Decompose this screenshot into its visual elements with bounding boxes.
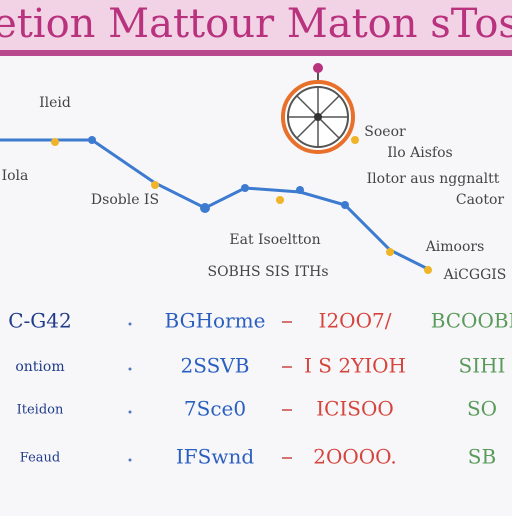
- annotation: AiCGGIS: [443, 267, 507, 283]
- row-dot: [128, 410, 132, 414]
- title: etion Mattour Maton sTos: [0, 1, 512, 47]
- annotation: Caotor: [456, 192, 505, 208]
- table-cell: BCOOBIU: [431, 309, 512, 333]
- row-dot: [128, 458, 132, 462]
- trend-line: [0, 138, 431, 272]
- annotation: Dsoble IS: [91, 192, 159, 208]
- table-cell: BGHorme: [165, 309, 266, 333]
- table-cell: 2SSVB: [181, 354, 250, 378]
- clock: [281, 63, 359, 154]
- table-cell: SB: [468, 445, 496, 469]
- annotation: SOBHS SIS ITHs: [207, 264, 328, 280]
- annotation: Eat Isoeltton: [229, 232, 320, 248]
- table-cell: I S 2YIOH: [304, 354, 406, 378]
- table-cell: I2OO7/: [319, 309, 392, 333]
- table-cell: Feaud: [20, 451, 60, 466]
- table-cell: SO: [467, 397, 497, 421]
- row-dot: [128, 322, 132, 326]
- annotation: Ileid: [39, 95, 71, 111]
- table-cell: 2OOOO.: [313, 445, 397, 469]
- title-rule: [0, 50, 512, 56]
- annotation: Ilotor aus nggnaltt: [367, 171, 500, 187]
- title-bar: [0, 0, 512, 50]
- annotation: Ilo Aisfos: [387, 145, 452, 161]
- annotation: Iola: [2, 168, 29, 184]
- table-cell: ontiom: [15, 359, 64, 375]
- annotation: Soeor: [364, 124, 406, 140]
- table-cell: SIHI: [459, 354, 506, 378]
- table-cell: IFSwnd: [176, 445, 254, 469]
- table-cell: 7Sce0: [184, 397, 246, 421]
- table-cell: ICISOO: [316, 397, 394, 421]
- table-cell: C-G42: [8, 309, 72, 333]
- line-dots: [51, 136, 432, 274]
- annotation: Aimoors: [425, 239, 485, 255]
- row-dot: [128, 367, 132, 371]
- table-cell: Iteidon: [17, 403, 64, 418]
